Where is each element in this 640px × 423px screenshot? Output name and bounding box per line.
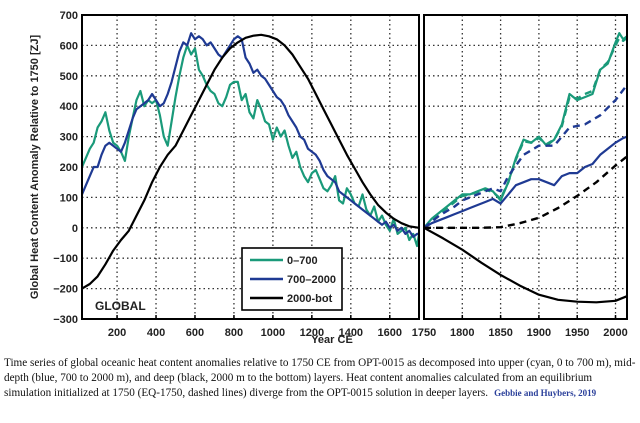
y-tick-label: 700 (60, 10, 78, 22)
right-panel-grid (423, 15, 627, 319)
x-tick-label: 800 (225, 327, 243, 339)
ocean-heat-content-chart: −300 −200 −100 0 100 200 300 400 500 600 700 200 40… (29, 10, 628, 346)
y-axis-label: Global Heat Content Anomaly Relative to … (29, 35, 41, 300)
y-tick-label: −300 (53, 314, 78, 326)
x-tick-label: 1950 (565, 327, 589, 339)
series-line-700-2000-opt-0015- (423, 135, 628, 229)
series-line-700-2000-eq-1750- (423, 84, 628, 229)
x-tick-label: 1850 (488, 327, 512, 339)
y-tick-label: 300 (60, 132, 78, 144)
caption-text: Time series of global oceanic heat conte… (4, 357, 636, 399)
y-tick-label: −200 (53, 284, 78, 296)
x-tick-label: 1750 (412, 327, 436, 339)
series-line-2000-bot-eq-1750- (424, 155, 628, 230)
x-tick-label: 1400 (339, 327, 363, 339)
y-tick-label: 0 (72, 223, 78, 235)
series-line-700-2000 (80, 32, 419, 238)
right-panel-series (423, 32, 628, 304)
x-tick-label: 200 (108, 327, 126, 339)
y-tick-label: 200 (60, 162, 78, 174)
legend-label-700-2000: 700–2000 (287, 274, 336, 286)
x-tick-label: 1800 (450, 327, 474, 339)
x-tick-label: 600 (186, 327, 204, 339)
series-line-0-700 (80, 44, 421, 248)
x-tick-labels: 200 400 600 800 1000 1200 1400 1600 1750 1800 1850… (108, 327, 628, 339)
x-tick-label: 1200 (300, 327, 324, 339)
right-panel-frame (423, 14, 628, 320)
y-tick-label: 500 (60, 71, 78, 83)
legend: 0–700 700–2000 2000-bot (241, 247, 343, 311)
figure-caption: Time series of global oceanic heat conte… (4, 356, 636, 401)
y-tick-label: 100 (60, 192, 78, 204)
left-panel-frame (81, 14, 420, 320)
left-panel-series (80, 32, 421, 290)
y-tick-label: 600 (60, 40, 78, 52)
legend-label-2000-bot: 2000-bot (287, 293, 333, 305)
y-tick-labels: −300 −200 −100 0 100 200 300 400 500 600 700 (53, 10, 78, 326)
x-tick-label: 400 (147, 327, 165, 339)
x-tick-label: 1000 (261, 327, 285, 339)
y-tick-label: 400 (60, 101, 78, 113)
x-tick-label: 1600 (378, 327, 402, 339)
series-line-2000-bot (81, 33, 420, 290)
global-annotation: GLOBAL (95, 299, 146, 313)
legend-label-0-700: 0–700 (287, 255, 318, 267)
series-line-0-700-eq-1750- (423, 36, 628, 229)
series-line-2000-bot-opt-0015- (423, 226, 628, 304)
x-axis-label: Year CE (311, 334, 353, 346)
x-tick-label: 1900 (527, 327, 551, 339)
series-line-0-700-opt-0015- (423, 32, 628, 229)
x-tick-label: 2000 (603, 327, 627, 339)
caption-credit: Gebbie and Huybers, 2019 (494, 388, 597, 398)
y-tick-label: −100 (53, 253, 78, 265)
